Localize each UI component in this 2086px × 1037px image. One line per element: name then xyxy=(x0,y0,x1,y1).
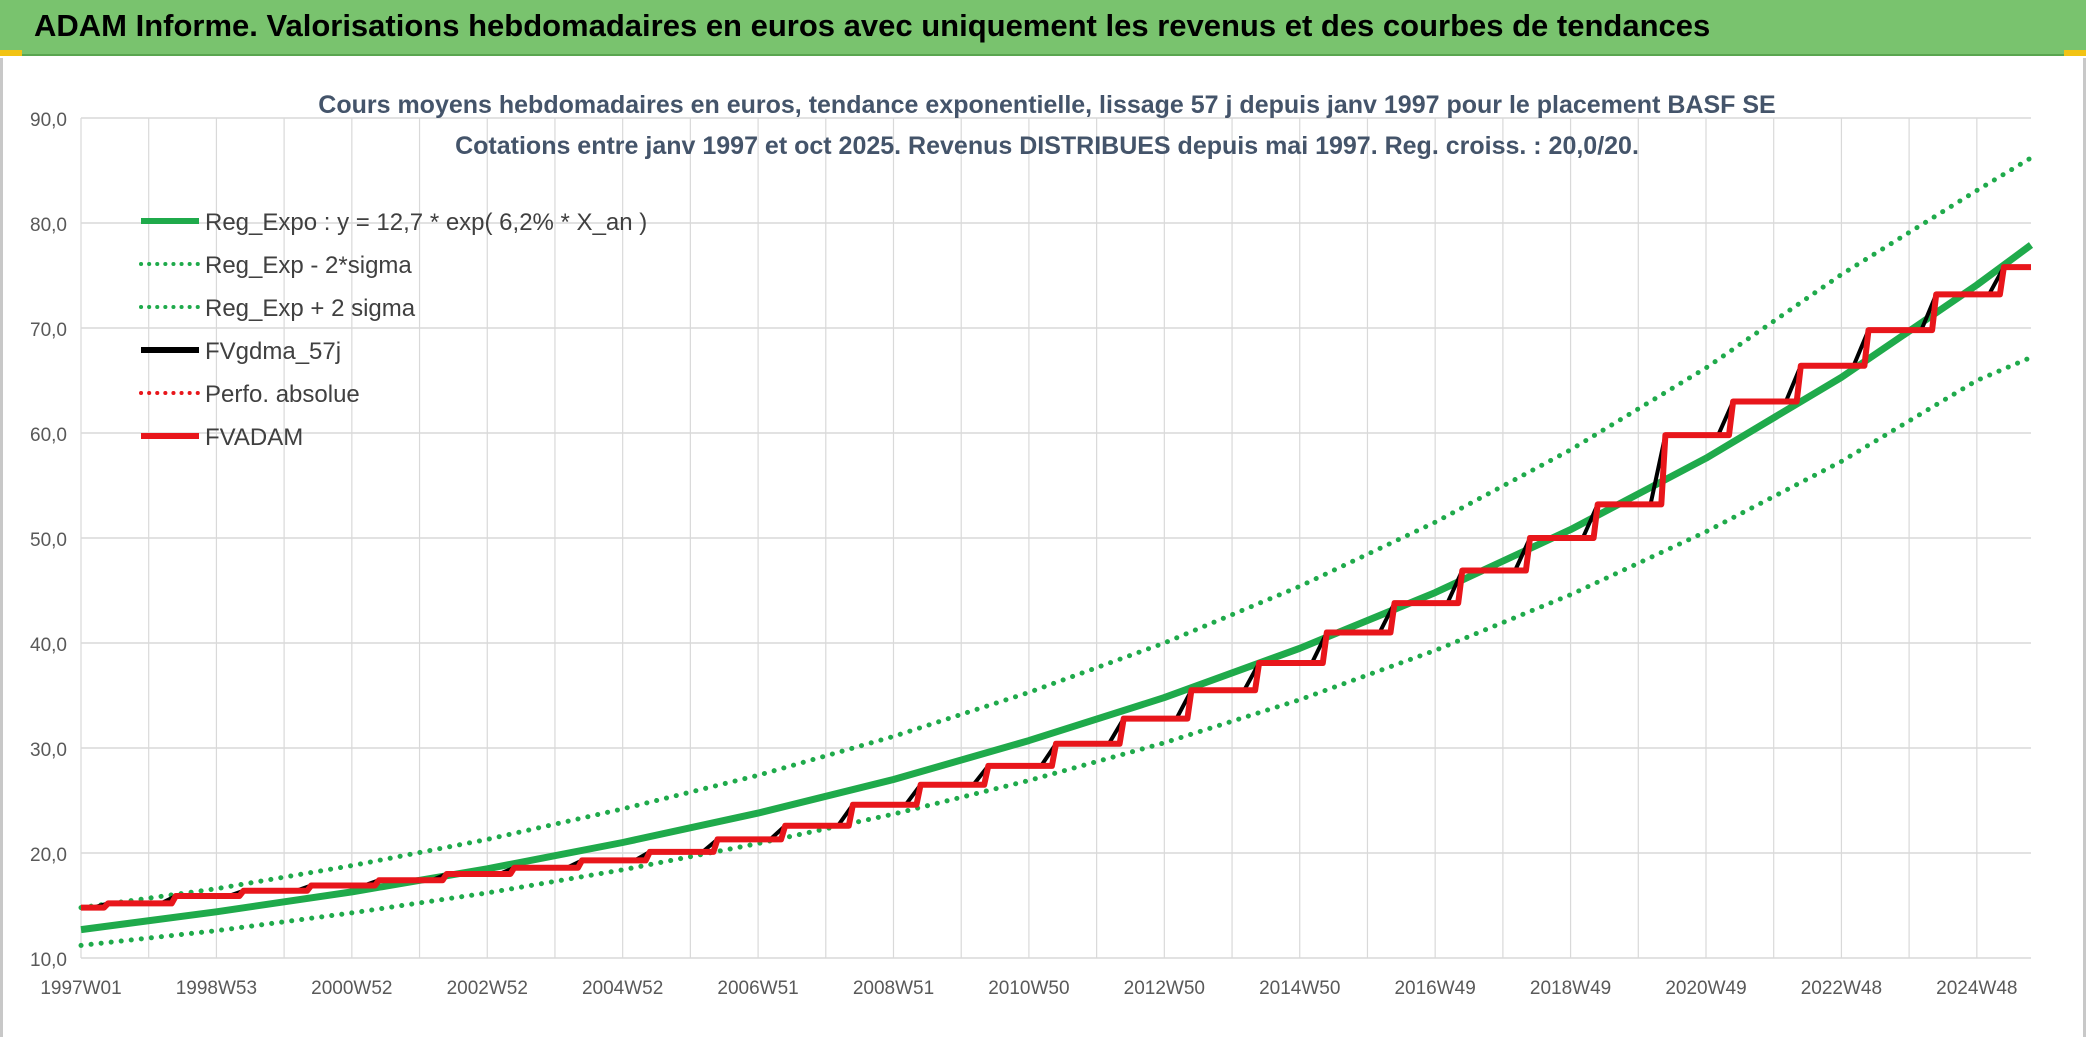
x-tick-label: 2004W52 xyxy=(582,978,663,999)
x-tick-label: 2024W48 xyxy=(1936,978,2017,999)
header-bar: ADAM Informe. Valorisations hebdomadaire… xyxy=(0,0,2086,56)
y-tick-label: 40,0 xyxy=(30,635,67,656)
x-tick-label: 2008W51 xyxy=(853,978,934,999)
chart-subtitle: Cotations entre janv 1997 et oct 2025. R… xyxy=(455,132,1639,160)
series-line-3 xyxy=(81,265,2031,910)
chart-frame: Cours moyens hebdomadaires en euros, ten… xyxy=(0,58,2086,1037)
y-tick-label: 90,0 xyxy=(30,110,67,131)
x-tick-label: 2010W50 xyxy=(988,978,1069,999)
x-tick-label: 2006W51 xyxy=(717,978,798,999)
x-tick-label: 2000W52 xyxy=(311,978,392,999)
chart-title: Cours moyens hebdomadaires en euros, ten… xyxy=(318,91,1775,119)
x-axis-ticks: 1997W01 1998W53 2000W52 2002W52 2004W52 2006W… xyxy=(40,978,2017,999)
legend-label: Reg_Exp - 2*sigma xyxy=(205,252,412,279)
y-tick-label: 20,0 xyxy=(30,845,67,866)
x-tick-label: 2018W49 xyxy=(1530,978,1611,999)
y-tick-label: 30,0 xyxy=(30,740,67,761)
y-tick-label: 60,0 xyxy=(30,425,67,446)
x-tick-label: 2022W48 xyxy=(1801,978,1882,999)
x-tick-label: 1997W01 xyxy=(40,978,121,999)
legend-label: Reg_Exp + 2 sigma xyxy=(205,295,416,322)
x-tick-label: 2020W49 xyxy=(1665,978,1746,999)
series-line-1 xyxy=(78,354,2034,948)
x-tick-label: 2016W49 xyxy=(1394,978,1475,999)
series-line-2 xyxy=(78,155,2034,911)
y-axis-ticks: 10,0 20,0 30,0 40,0 50,0 60,0 70,0 80,0 90,0 xyxy=(30,110,67,971)
series-line-0 xyxy=(80,242,2034,934)
y-tick-label: 10,0 xyxy=(30,950,67,971)
x-tick-label: 2012W50 xyxy=(1124,978,1205,999)
y-tick-label: 80,0 xyxy=(30,215,67,236)
page-title: ADAM Informe. Valorisations hebdomadaire… xyxy=(34,8,1711,43)
series xyxy=(78,155,2034,948)
grid xyxy=(80,117,2031,959)
header-corner-right xyxy=(2064,50,2086,56)
y-tick-label: 50,0 xyxy=(30,530,67,551)
legend: Reg_Expo : y = 12,7 * exp( 6,2% * X_an )… xyxy=(139,209,647,451)
legend-label: Reg_Expo : y = 12,7 * exp( 6,2% * X_an ) xyxy=(205,209,647,236)
x-tick-label: 2014W50 xyxy=(1259,978,1340,999)
legend-label: FVgdma_57j xyxy=(205,338,341,365)
series-line-5 xyxy=(81,264,2031,911)
legend-label: FVADAM xyxy=(205,424,303,451)
x-tick-label: 2002W52 xyxy=(447,978,528,999)
legend-label: Perfo. absolue xyxy=(205,381,360,408)
x-tick-label: 1998W53 xyxy=(176,978,257,999)
header-corner-left xyxy=(0,50,22,56)
y-tick-label: 70,0 xyxy=(30,320,67,341)
chart: Cours moyens hebdomadaires en euros, ten… xyxy=(30,91,2034,999)
